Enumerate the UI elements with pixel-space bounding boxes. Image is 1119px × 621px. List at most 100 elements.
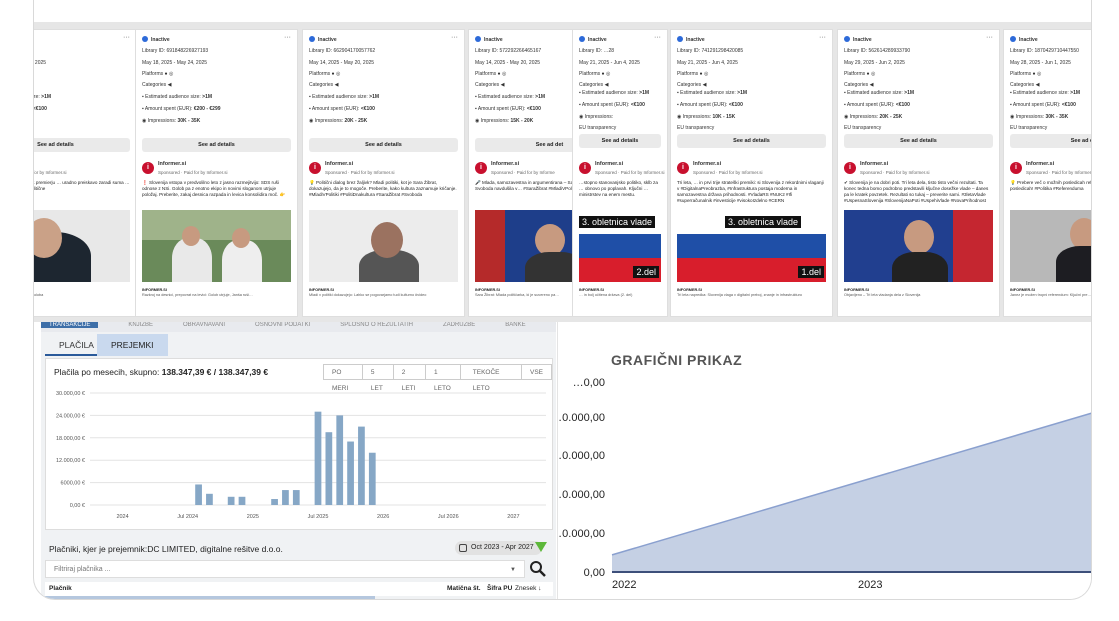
bar[interactable]: [347, 441, 354, 505]
range-button[interactable]: VSE: [520, 364, 552, 380]
bar[interactable]: [314, 411, 322, 505]
nav-item[interactable]: KNJIŽBE: [128, 322, 154, 328]
chevron-down-icon[interactable]: ▼: [510, 567, 516, 573]
ad-date-range: May 18, 2025 - May 24, 2025: [142, 60, 208, 66]
ad-body-text: ✔ Slovenija je na dobri poti. Tri leta d…: [844, 180, 989, 203]
ad-link-preview[interactable]: INFORMER.SI… in bolj očitena država (2. …: [579, 288, 633, 297]
more-options-icon[interactable]: ···: [986, 34, 993, 41]
facebook-icon: ●: [601, 71, 605, 77]
col-payer[interactable]: Plačnik: [49, 585, 72, 592]
table-header: Plačnik Matična št. Šifra PU Znesek ↓: [45, 582, 553, 596]
x-tick-label: Jul 2026: [438, 514, 459, 520]
more-options-icon[interactable]: ···: [451, 34, 458, 41]
platforms-row: Platforms ● ◎: [475, 71, 507, 77]
bar[interactable]: [368, 452, 376, 505]
informer-logo: i: [309, 162, 321, 174]
tab-prejemki[interactable]: PREJEMKI: [97, 334, 168, 356]
bar[interactable]: [195, 484, 202, 505]
range-button[interactable]: 2 LETI: [392, 364, 426, 392]
range-button[interactable]: TEKOČE LETO: [459, 364, 522, 392]
range-button[interactable]: PO MERI: [323, 364, 363, 392]
bar[interactable]: [282, 490, 289, 505]
ad-link-preview[interactable]: INFORMER.SI Janez je možen tropni referen…: [1010, 288, 1092, 297]
range-button[interactable]: 5 LET: [361, 364, 394, 392]
library-id: Library ID: 572292266465167: [475, 48, 542, 54]
more-options-icon[interactable]: ···: [123, 34, 130, 41]
ad-body-text: 💡 Politični dialog brez žaljivk? Mladi p…: [309, 180, 457, 197]
categories-row: Categories ◀: [142, 82, 172, 88]
see-ad-details-button[interactable]: See ad details: [142, 138, 291, 152]
ad-link-preview[interactable]: INFORMER.SI Mladi v politiki dokazujejo: …: [309, 288, 427, 297]
ad-link-preview[interactable]: INFORMER.SI Tri leta napredka: Slovenija …: [677, 288, 803, 297]
page-name[interactable]: Informer.si: [325, 161, 354, 167]
search-icon[interactable]: [529, 560, 547, 578]
platforms-row: Platforms ● ◎: [142, 71, 174, 77]
nav-item[interactable]: OSNOVNI PODATKI: [255, 322, 311, 328]
tab-placila[interactable]: PLAČILA: [45, 334, 108, 356]
ad-body-text: …stopno stanovanjsko politiko, sklb za ……: [579, 180, 658, 197]
see-ad-details-button[interactable]: See ad det: [1010, 134, 1091, 148]
graph-panel: GRAFIČNI PRIKAZ …0,00…0.000,00…0.000,00……: [557, 322, 1091, 599]
nav-item[interactable]: SPLOŠNO O REZULTATIH: [340, 322, 413, 328]
eu-transparency-row[interactable]: EU transparency: [844, 125, 882, 131]
status-badge: Inactive: [1010, 36, 1038, 43]
see-ad-details-button[interactable]: See ad details: [579, 134, 661, 148]
ad-link-preview[interactable]: INFORMER.SI Sara Žibrat: Mlada političark…: [475, 288, 559, 297]
nav-item[interactable]: TRANSAKCIJE: [41, 322, 99, 328]
nav-item[interactable]: OBRAVNAVANI: [183, 322, 226, 328]
see-ad-details-button[interactable]: See ad details: [677, 134, 826, 148]
range-button[interactable]: 1 LETO: [425, 364, 461, 392]
payer-filter-input[interactable]: Filtriraj plačnika ... ▼: [45, 560, 525, 578]
amount-row: ▪ Amount spent (EUR): <€100: [579, 102, 645, 108]
platforms-row: Platforms ● ◎: [309, 71, 341, 77]
y-tick-label: …0.000,00: [558, 528, 605, 540]
ad-body-text: Tri leta, … in prvi trije strateški prem…: [677, 180, 824, 203]
bar[interactable]: [336, 415, 344, 505]
eu-transparency-row[interactable]: EU transparency: [579, 125, 617, 131]
bar[interactable]: [271, 499, 278, 505]
bar[interactable]: [325, 432, 333, 505]
col-amount[interactable]: Znesek ↓: [515, 585, 542, 592]
more-options-icon[interactable]: ···: [654, 34, 661, 41]
page-name[interactable]: Informer.si: [860, 161, 889, 167]
money-icon: ▪: [142, 106, 144, 112]
page-name[interactable]: Informer.si: [595, 161, 624, 167]
eye-icon: ◉: [475, 118, 480, 124]
filter-funnel-icon[interactable]: [535, 542, 547, 552]
ad-link-preview[interactable]: INFORMER.SI Razkroj na desnici, prepovrat…: [142, 288, 253, 297]
ad-date-range: May 14, 2025 - May 20, 2025: [475, 60, 541, 66]
bar[interactable]: [238, 496, 246, 505]
bar[interactable]: [206, 493, 213, 505]
see-ad-details-button[interactable]: See ad details: [844, 134, 993, 148]
nav-item[interactable]: ZADRUŽBE: [442, 322, 476, 328]
platforms-row: Platforms ● ◎: [844, 71, 876, 77]
eu-transparency-row[interactable]: EU transparency: [1010, 125, 1048, 131]
date-range-pill[interactable]: Oct 2023 - Apr 2027: [455, 541, 542, 555]
ad-image: [34, 210, 130, 282]
check-circle-icon: [309, 36, 315, 42]
horizontal-scrollbar[interactable]: [45, 596, 375, 599]
eu-transparency-row[interactable]: EU transparency: [677, 125, 715, 131]
col-reg-number[interactable]: Matična št.: [447, 585, 481, 592]
more-options-icon[interactable]: ···: [284, 34, 291, 41]
page-name[interactable]: Informer.si: [693, 161, 722, 167]
page-name[interactable]: Informer.si: [158, 161, 187, 167]
ad-link-preview[interactable]: INFORMER.SI Objavljeno – Tri leta vladanj…: [844, 288, 921, 297]
more-options-icon[interactable]: ···: [819, 34, 826, 41]
bar[interactable]: [292, 490, 300, 505]
sponsored-label: Sponsored · Paid for by Informe: [491, 170, 555, 175]
nav-item[interactable]: ČRNE LISTE: [548, 322, 557, 328]
ad-link-preview[interactable]: INFORMER.SI… Preiskave zoper premierja G…: [33, 292, 44, 297]
bar[interactable]: [227, 496, 235, 505]
nav-item[interactable]: BANKE: [505, 322, 526, 328]
amount-row: ▪ Amount spent (EUR): <€100: [309, 106, 375, 112]
see-ad-details-button[interactable]: See ad details: [34, 138, 130, 152]
audience-row: ▪ Estimated audience size: >1M: [1010, 90, 1081, 96]
col-code[interactable]: Šifra PU: [487, 585, 513, 592]
page-name[interactable]: Informer.si: [1026, 161, 1055, 167]
bar[interactable]: [358, 426, 365, 505]
page-name[interactable]: Informer.si: [491, 161, 520, 167]
check-circle-icon: [844, 36, 850, 42]
payments-panel: TRANSAKCIJE KNJIŽBE OBRAVNAVANI OSNOVNI POD…: [41, 322, 557, 599]
see-ad-details-button[interactable]: See ad details: [309, 138, 458, 152]
